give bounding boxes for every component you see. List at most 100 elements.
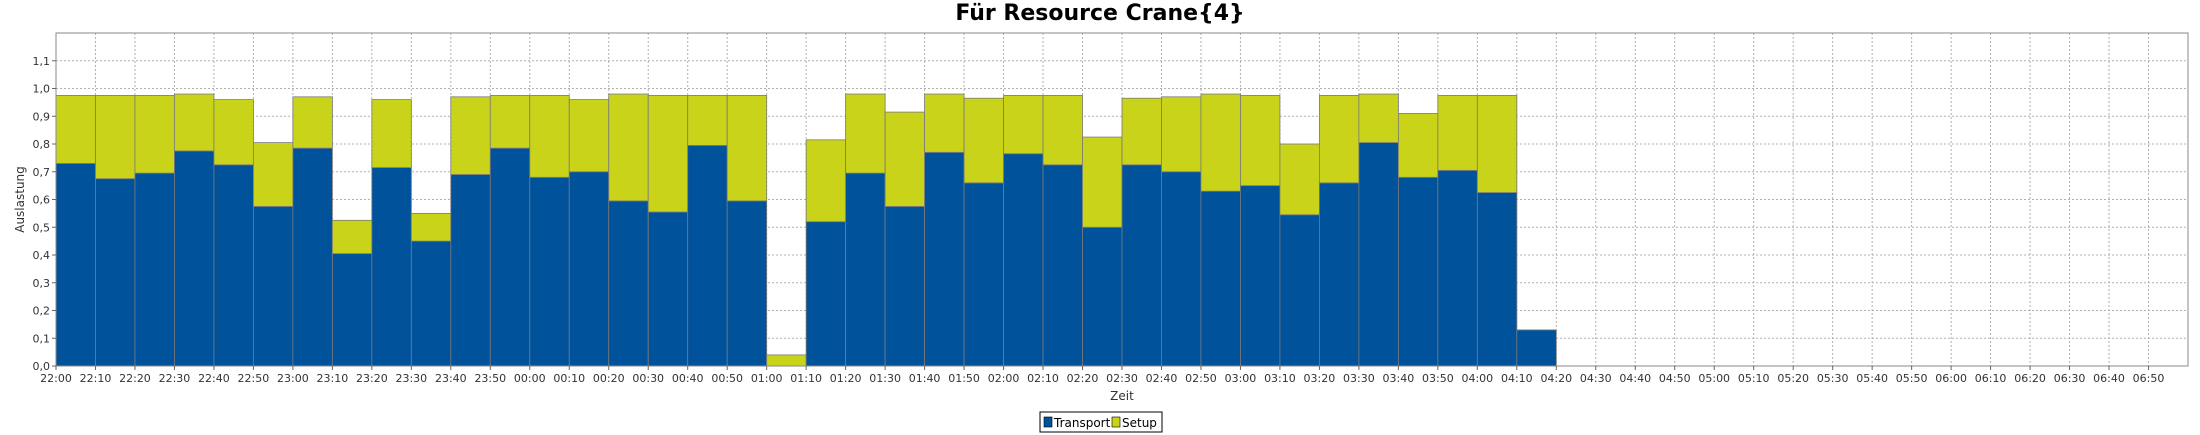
bar-setup <box>1358 93 1399 144</box>
bar-setup <box>963 97 1004 184</box>
bar-transport <box>924 151 965 367</box>
bar-setup <box>884 111 925 207</box>
x-tick-label: 22:40 <box>198 372 230 385</box>
x-tick-label: 23:10 <box>317 372 349 385</box>
x-axis-label: Zeit <box>1110 389 1134 403</box>
x-tick-label: 22:50 <box>238 372 270 385</box>
x-tick-label: 03:10 <box>1264 372 1296 385</box>
bar-transport <box>1161 171 1202 367</box>
bar-setup <box>568 99 610 173</box>
y-tick-label: 0,1 <box>33 332 51 345</box>
bar-setup <box>134 95 175 174</box>
x-tick-label: 02:00 <box>988 372 1020 385</box>
bar-setup <box>95 95 136 180</box>
bar-setup <box>371 99 412 168</box>
x-tick-label: 05:10 <box>1738 372 1770 385</box>
y-tick-label: 0,4 <box>33 249 51 262</box>
bar-setup <box>1437 95 1478 171</box>
y-axis-ticks: 0,0 0,1 0,2 0,3 0,4 0,5 0,6 0,7 0,8 0,9 1,0 1,1 <box>33 55 56 373</box>
bar-setup <box>608 93 649 202</box>
bar-transport <box>1121 164 1162 367</box>
legend-box <box>1039 411 1163 433</box>
bar-setup <box>726 95 768 202</box>
bar-transport <box>55 163 96 367</box>
x-tick-label: 04:10 <box>1501 372 1533 385</box>
bar-setup <box>292 96 333 149</box>
bar-transport <box>134 172 175 367</box>
bar-setup <box>766 354 807 367</box>
x-tick-label: 03:00 <box>1225 372 1257 385</box>
bar-transport <box>805 221 847 367</box>
x-tick-label: 00:30 <box>632 372 664 385</box>
bar-transport <box>845 172 886 367</box>
x-tick-label: 22:30 <box>159 372 191 385</box>
legend-swatch-setup <box>1111 416 1121 428</box>
bar-transport <box>489 147 531 367</box>
bar-transport <box>1397 176 1439 367</box>
bar-transport <box>1319 182 1360 367</box>
bar-setup <box>331 219 373 255</box>
y-tick-label: 0,5 <box>33 221 51 234</box>
bar-setup <box>213 99 254 166</box>
bar-setup <box>1082 136 1123 228</box>
x-tick-label: 03:20 <box>1304 372 1336 385</box>
bar-setup <box>1397 113 1439 178</box>
x-tick-label: 00:20 <box>593 372 625 385</box>
bar-transport <box>1042 164 1083 367</box>
x-tick-label: 23:30 <box>395 372 427 385</box>
x-tick-label: 04:30 <box>1580 372 1612 385</box>
y-tick-label: 1,0 <box>33 83 51 96</box>
bar-setup <box>1003 95 1044 155</box>
bar-transport <box>726 200 768 367</box>
x-tick-label: 06:40 <box>2093 372 2125 385</box>
x-tick-label: 02:30 <box>1106 372 1138 385</box>
bar-setup <box>1161 96 1202 173</box>
bar-setup <box>55 95 96 164</box>
y-axis-label: Auslastung <box>13 166 27 233</box>
legend: Transport Setup <box>1039 411 1163 433</box>
x-tick-label: 04:20 <box>1540 372 1572 385</box>
bar-transport <box>1082 226 1123 367</box>
x-tick-label: 05:30 <box>1817 372 1849 385</box>
x-tick-label: 05:00 <box>1698 372 1730 385</box>
x-tick-label: 06:50 <box>2133 372 2165 385</box>
x-axis-ticks: 22:00 22:10 22:20 22:30 22:40 22:50 23:00 23:10… <box>40 366 2164 385</box>
bar-setup <box>687 95 728 146</box>
x-tick-label: 04:00 <box>1461 372 1493 385</box>
bar-transport <box>450 174 491 367</box>
x-tick-label: 01:10 <box>790 372 822 385</box>
x-tick-label: 03:40 <box>1383 372 1415 385</box>
bar-setup <box>647 95 689 213</box>
legend-label-transport: Transport <box>1053 416 1111 430</box>
bar-transport <box>410 240 452 367</box>
bar-transport <box>608 200 649 367</box>
bar-setup <box>805 139 847 223</box>
y-tick-label: 0,6 <box>33 194 51 207</box>
y-tick-label: 0,7 <box>33 166 51 179</box>
bar-transport <box>1437 169 1478 367</box>
bar-transport <box>1476 192 1518 367</box>
bar-transport <box>884 206 925 367</box>
bar-transport <box>292 147 333 367</box>
x-tick-label: 00:10 <box>553 372 585 385</box>
x-tick-label: 01:50 <box>948 372 980 385</box>
x-tick-label: 01:40 <box>909 372 941 385</box>
bar-transport <box>568 171 610 367</box>
bar-setup <box>1279 143 1320 216</box>
bar-transport <box>1279 214 1320 367</box>
x-tick-label: 06:10 <box>1975 372 2007 385</box>
y-tick-label: 0,0 <box>33 360 51 373</box>
bar-transport <box>371 167 412 367</box>
x-tick-label: 04:40 <box>1619 372 1651 385</box>
bar-transport <box>1240 185 1281 367</box>
y-tick-label: 0,2 <box>33 305 51 318</box>
bar-setup <box>1042 95 1083 166</box>
bar-transport <box>213 164 254 367</box>
x-tick-label: 03:30 <box>1343 372 1375 385</box>
bar-setup <box>174 93 215 152</box>
x-tick-label: 02:10 <box>1027 372 1059 385</box>
y-tick-label: 0,3 <box>33 277 51 290</box>
x-tick-label: 23:00 <box>277 372 309 385</box>
x-tick-label: 04:50 <box>1659 372 1691 385</box>
x-tick-label: 01:00 <box>751 372 783 385</box>
